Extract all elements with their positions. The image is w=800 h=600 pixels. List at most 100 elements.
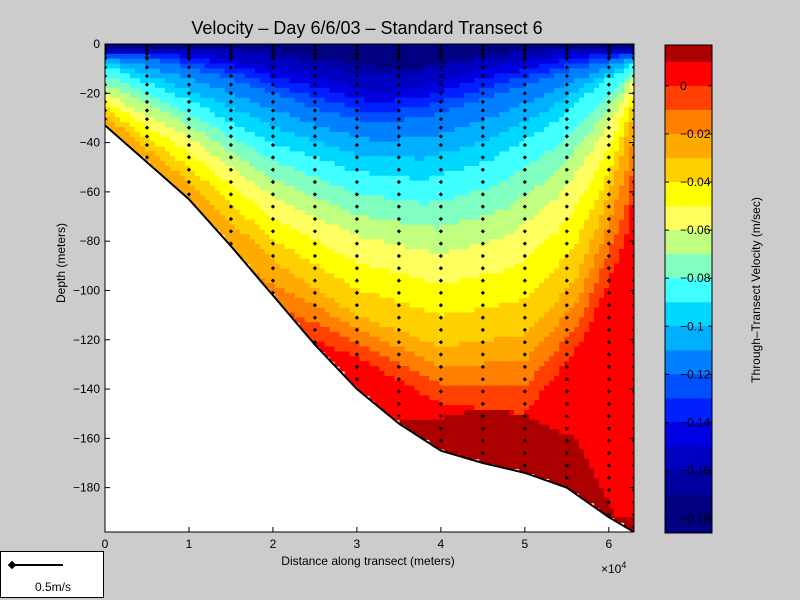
velocity-cell <box>294 229 301 235</box>
velocity-cell <box>529 117 535 123</box>
velocity-cell <box>214 136 221 143</box>
velocity-cell <box>234 209 241 216</box>
velocity-cell <box>464 151 470 157</box>
velocity-cell <box>524 102 530 109</box>
velocity-cell <box>209 131 216 138</box>
velocity-cell <box>424 380 430 387</box>
velocity-cell <box>489 424 495 431</box>
velocity-cell <box>419 244 425 250</box>
velocity-cell <box>179 180 186 187</box>
velocity-cell <box>174 83 181 89</box>
velocity-cell <box>359 239 366 245</box>
velocity-cell <box>394 190 401 196</box>
velocity-cell <box>339 151 346 157</box>
velocity-cell <box>444 366 450 372</box>
velocity-cell <box>239 107 246 113</box>
velocity-cell <box>174 73 181 79</box>
velocity-cell <box>134 83 141 89</box>
velocity-cell <box>454 200 460 206</box>
velocity-cell <box>424 327 430 333</box>
velocity-cell <box>209 117 216 123</box>
velocity-cell <box>299 102 306 109</box>
velocity-cell <box>254 73 261 79</box>
velocity-cell <box>274 141 281 148</box>
velocity-cell <box>429 410 435 416</box>
velocity-cell <box>289 170 296 177</box>
velocity-cell <box>259 78 266 84</box>
velocity-cell <box>484 58 490 65</box>
velocity-cell <box>154 73 161 79</box>
velocity-cell <box>404 253 411 260</box>
velocity-cell <box>229 83 236 89</box>
velocity-cell <box>274 229 281 235</box>
velocity-cell <box>349 248 356 255</box>
velocity-cell <box>234 87 241 94</box>
velocity-cell <box>419 161 425 167</box>
velocity-cell <box>339 214 346 221</box>
velocity-cell <box>349 146 356 152</box>
velocity-cell <box>309 205 316 211</box>
velocity-cell <box>434 214 440 221</box>
velocity-cell <box>429 331 435 338</box>
velocity-cell <box>429 151 435 157</box>
velocity-cell <box>469 395 475 401</box>
velocity-cell <box>519 331 525 338</box>
velocity-cell <box>399 200 406 206</box>
velocity-cell <box>504 410 510 416</box>
velocity-cell <box>489 380 495 387</box>
velocity-cell <box>444 180 450 187</box>
velocity-cell <box>219 102 226 109</box>
velocity-cell <box>514 317 520 323</box>
velocity-cell <box>424 107 430 113</box>
velocity-cell <box>169 68 176 74</box>
velocity-cell <box>449 278 455 284</box>
velocity-cell <box>234 185 241 191</box>
velocity-cell <box>489 283 495 289</box>
velocity-cell <box>299 151 306 157</box>
velocity-cell <box>314 317 321 323</box>
velocity-cell <box>334 288 341 294</box>
velocity-cell <box>304 102 311 109</box>
velocity-cell <box>449 366 455 372</box>
velocity-cell <box>169 63 176 69</box>
velocity-cell <box>469 414 475 421</box>
velocity-cell <box>464 214 470 221</box>
velocity-cell <box>429 380 435 387</box>
velocity-cell <box>374 390 381 396</box>
velocity-cell <box>374 278 381 284</box>
velocity-cell <box>499 166 505 172</box>
velocity-cell <box>189 190 196 196</box>
velocity-cell <box>414 214 421 221</box>
velocity-cell <box>469 361 475 367</box>
velocity-cell <box>499 361 505 367</box>
velocity-cell <box>409 136 416 143</box>
velocity-cell <box>414 229 421 235</box>
velocity-cell <box>509 180 515 187</box>
velocity-cell <box>519 151 525 157</box>
velocity-cell <box>444 424 450 431</box>
velocity-cell <box>324 302 331 309</box>
velocity-cell <box>244 126 251 133</box>
velocity-cell <box>464 297 470 304</box>
velocity-cell <box>394 136 401 143</box>
velocity-cell <box>519 156 525 162</box>
velocity-cell <box>379 170 386 177</box>
velocity-cell <box>429 117 435 123</box>
velocity-cell <box>524 366 530 372</box>
velocity-cell <box>159 131 166 138</box>
velocity-cell <box>414 87 421 94</box>
velocity-cell <box>489 219 495 226</box>
velocity-cell <box>369 170 376 177</box>
velocity-cell <box>399 68 406 74</box>
velocity-cell <box>289 258 296 265</box>
velocity-cell <box>464 229 470 235</box>
velocity-cell <box>404 361 411 367</box>
velocity-cell <box>224 166 231 172</box>
velocity-cell <box>449 214 455 221</box>
velocity-cell <box>494 58 500 65</box>
velocity-cell <box>409 395 416 401</box>
velocity-cell <box>444 331 450 338</box>
velocity-cell <box>159 78 166 84</box>
velocity-cell <box>369 58 376 65</box>
velocity-cell <box>419 126 425 133</box>
